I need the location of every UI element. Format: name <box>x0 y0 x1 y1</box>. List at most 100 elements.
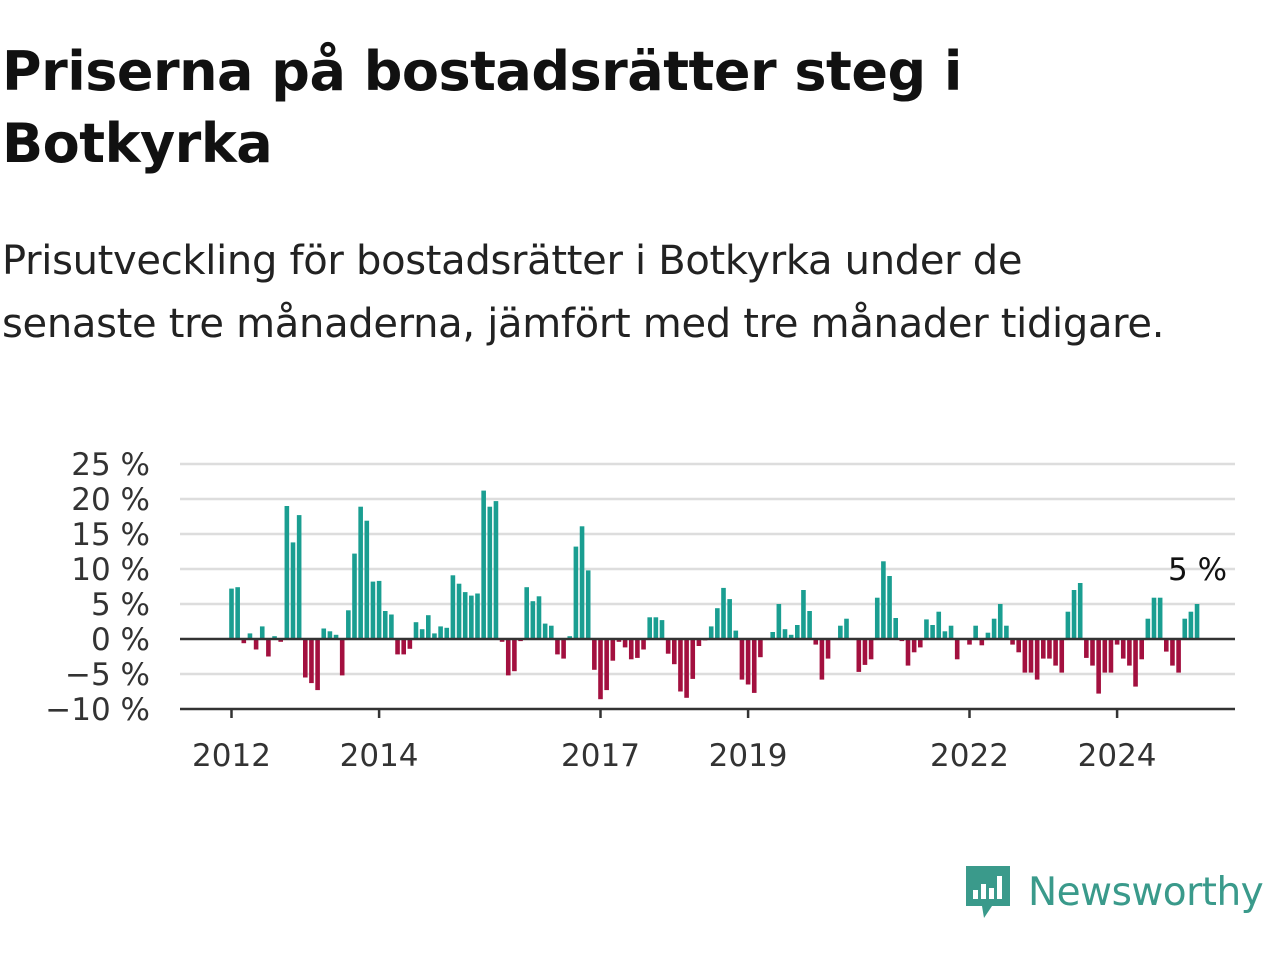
x-tick-label: 2019 <box>709 738 788 774</box>
bar <box>788 634 794 639</box>
bar <box>401 639 406 655</box>
bar <box>1182 618 1188 639</box>
bar <box>672 639 677 665</box>
bar <box>1034 639 1040 680</box>
bar <box>616 639 622 642</box>
bar <box>573 546 579 639</box>
bar <box>259 626 265 639</box>
bar <box>1108 639 1114 673</box>
bar <box>979 639 985 646</box>
bar <box>844 618 849 639</box>
bar <box>770 632 775 639</box>
bar <box>739 639 745 680</box>
bar <box>1059 639 1065 673</box>
bar <box>1084 639 1089 658</box>
bar <box>942 631 948 639</box>
y-tick-label: 0 % <box>91 622 150 658</box>
bars <box>229 490 1200 700</box>
bar <box>346 610 351 639</box>
bar <box>1176 639 1181 673</box>
bar <box>499 639 505 642</box>
bar <box>579 526 585 639</box>
bar <box>407 639 413 649</box>
bar <box>1127 639 1132 666</box>
bar <box>1096 639 1101 694</box>
bar <box>1114 639 1120 645</box>
bar <box>936 611 942 639</box>
bar <box>278 639 283 642</box>
bar <box>1102 639 1108 673</box>
bar <box>696 639 702 646</box>
bar <box>395 639 400 655</box>
bar <box>1145 618 1151 639</box>
x-tick-label: 2024 <box>1078 738 1157 774</box>
bar <box>678 639 683 692</box>
bar <box>801 590 806 639</box>
bar <box>1053 639 1058 666</box>
bar <box>604 639 609 691</box>
bar <box>1004 625 1009 639</box>
bar <box>315 639 320 691</box>
bar <box>530 601 536 639</box>
newsworthy-logo: Newsworthy <box>962 862 1264 922</box>
x-tick-label: 2022 <box>930 738 1009 774</box>
bar <box>665 639 671 654</box>
bar <box>721 587 726 639</box>
bar <box>733 630 739 639</box>
chart-title: Priserna på bostadsrätter steg i Botkyrk… <box>2 40 962 175</box>
bar <box>1028 639 1034 673</box>
bar <box>893 618 898 639</box>
bar <box>795 625 800 639</box>
bar <box>727 599 732 639</box>
bar <box>745 639 751 685</box>
y-tick-label: 5 % <box>91 587 150 623</box>
gridlines <box>180 462 1235 676</box>
bar <box>358 506 363 639</box>
bar <box>487 506 493 639</box>
bar <box>918 639 923 648</box>
x-tick-label: 2012 <box>192 738 271 774</box>
bar <box>438 626 443 639</box>
brand-name: Newsworthy <box>1028 869 1264 915</box>
y-tick-label: 20 % <box>71 482 150 518</box>
bar <box>751 639 757 693</box>
chart-subtitle: Prisutveckling för bostadsrätter i Botky… <box>2 238 1165 347</box>
y-tick-label: −5 % <box>65 657 150 693</box>
bar <box>333 634 339 639</box>
bar <box>610 639 616 661</box>
bar <box>622 639 628 648</box>
bar <box>592 639 597 670</box>
bar <box>370 581 376 639</box>
bar <box>598 639 603 700</box>
bar <box>813 639 819 645</box>
bar <box>653 617 659 639</box>
bar <box>954 639 960 660</box>
bar <box>887 576 892 639</box>
bar <box>382 611 388 639</box>
bar <box>782 629 788 639</box>
bar <box>450 575 456 639</box>
bar <box>758 639 763 658</box>
bar <box>641 639 646 650</box>
newsworthy-logo-icon <box>966 866 1010 918</box>
bar <box>948 625 954 639</box>
bar <box>1077 583 1083 639</box>
bar <box>567 636 573 639</box>
bar <box>481 490 486 639</box>
bar-chart: 25 %20 %15 %10 %5 %0 %−5 %−10 % 2012 2014… <box>45 447 1235 774</box>
bar <box>296 515 302 639</box>
bar <box>364 520 370 639</box>
y-axis-ticks: 25 %20 %15 %10 %5 %0 %−5 %−10 % <box>45 447 150 728</box>
bar <box>819 639 825 680</box>
bar <box>542 623 548 639</box>
bar <box>628 639 634 660</box>
bar <box>1194 604 1200 639</box>
bar <box>1065 611 1071 639</box>
bar <box>997 604 1003 639</box>
bar <box>1016 639 1021 653</box>
bar <box>1157 597 1163 639</box>
bar <box>1010 639 1015 645</box>
bar <box>512 639 517 672</box>
y-tick-label: 15 % <box>71 517 150 553</box>
bar <box>426 615 431 639</box>
